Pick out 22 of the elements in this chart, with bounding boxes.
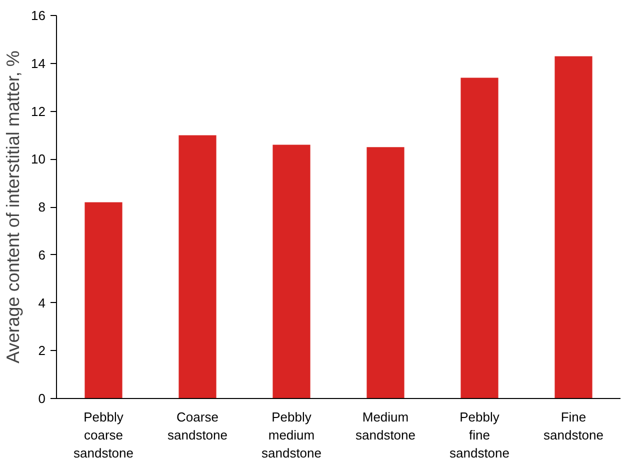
bar [178,135,216,398]
y-tick-label: 4 [38,295,46,310]
y-tick-label: 14 [31,56,46,71]
bar [366,147,404,398]
bar [272,144,310,398]
x-tick-label: Pebbly coarse sandstone [74,410,134,460]
y-tick-label: 2 [38,343,46,358]
y-tick-label: 10 [31,152,46,167]
x-tick-label: Medium sandstone [356,410,416,442]
y-axis-title: Average content of interstitial matter, % [3,50,24,364]
x-tick-label: Pebbly medium sandstone [262,410,322,460]
x-tick-label: Pebbly fine sandstone [450,410,510,460]
x-tick-label: Coarse sandstone [168,410,228,442]
y-tick-label: 12 [31,104,46,119]
x-tick-label: Fine sandstone [544,410,604,442]
bar [460,78,498,398]
bar [84,202,122,398]
y-tick-label: 16 [31,8,46,23]
y-tick-label: 0 [38,391,46,406]
y-tick-label: 8 [38,200,46,214]
bar [554,56,592,398]
y-tick-label: 6 [38,247,46,262]
